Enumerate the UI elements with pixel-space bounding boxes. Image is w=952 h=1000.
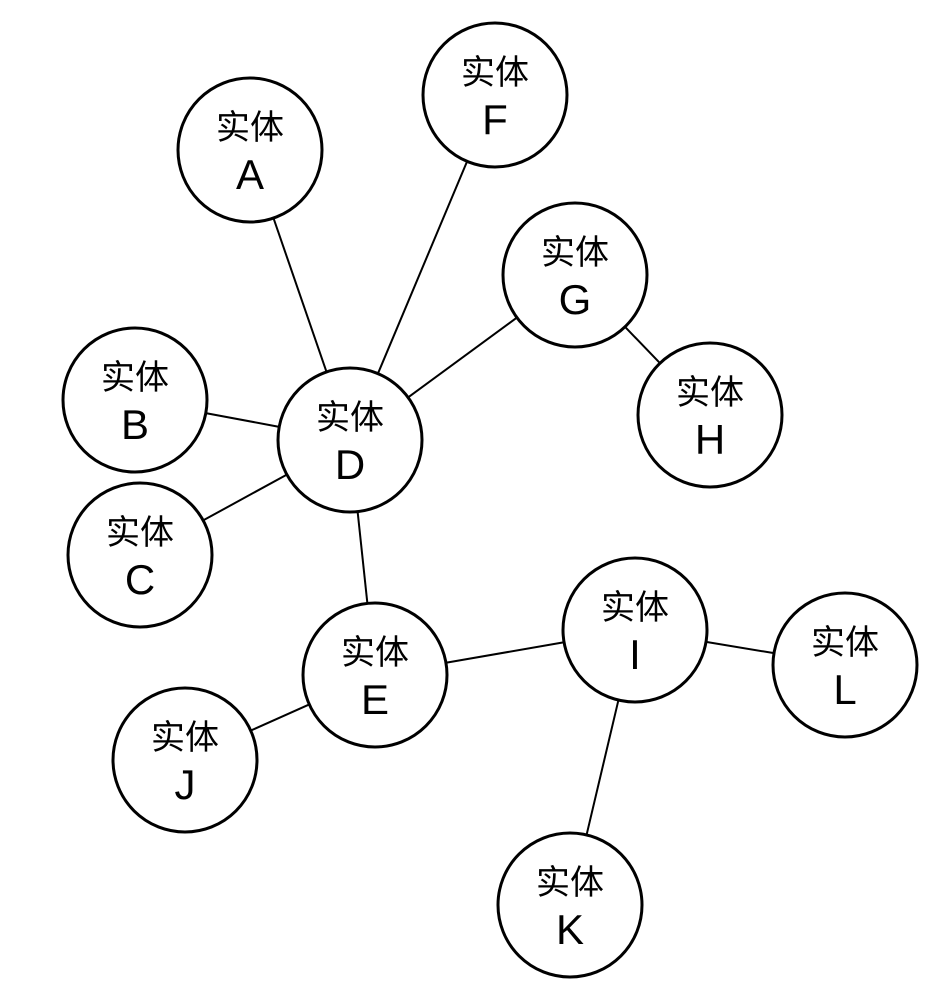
node-G-circle [503,203,647,347]
node-L: 实体 L [773,593,917,737]
node-L-label-prefix: 实体 [811,624,879,662]
node-J-label-letter: J [175,761,196,808]
edge-E-J [251,704,310,730]
node-D-label-prefix: 实体 [316,399,384,437]
nodes-layer: 实体 A 实体 B 实体 C 实体 D 实体 E 实体 F 实体 G 实体 H 实体 I 实体 J 实体 K 实体 L [63,23,917,977]
node-J-circle [113,688,257,832]
node-J-label-prefix: 实体 [151,719,219,757]
node-B-label-letter: B [121,401,149,448]
node-K-label-letter: K [556,906,584,953]
node-E-circle [303,603,447,747]
node-C: 实体 C [68,483,212,627]
edge-G-H [625,327,660,363]
node-F-circle [423,23,567,167]
edge-D-A [273,218,326,372]
node-C-label-prefix: 实体 [106,514,174,552]
node-A-label-prefix: 实体 [216,109,284,147]
node-K-circle [498,833,642,977]
node-G-label-letter: G [559,276,592,323]
node-I-circle [563,558,707,702]
node-K: 实体 K [498,833,642,977]
edge-D-F [378,161,467,373]
node-H-label-letter: H [695,416,725,463]
network-diagram: 实体 A 实体 B 实体 C 实体 D 实体 E 实体 F 实体 G 实体 H 实体 I 实体 J 实体 K 实体 L [0,0,952,1000]
node-A: 实体 A [178,78,322,222]
node-D-label-letter: D [335,441,365,488]
node-A-label-letter: A [236,151,264,198]
node-J: 实体 J [113,688,257,832]
node-G-label-prefix: 实体 [541,234,609,272]
node-I: 实体 I [563,558,707,702]
node-B-label-prefix: 实体 [101,359,169,397]
edge-E-I [446,642,564,662]
node-H: 实体 H [638,343,782,487]
node-F-label-letter: F [482,96,508,143]
node-L-label-letter: L [833,666,856,713]
node-C-circle [68,483,212,627]
edge-D-B [206,413,279,427]
edge-D-C [203,475,287,521]
edge-I-L [706,642,774,653]
node-F: 实体 F [423,23,567,167]
node-G: 实体 G [503,203,647,347]
node-E: 实体 E [303,603,447,747]
node-B-circle [63,328,207,472]
node-L-circle [773,593,917,737]
edge-I-K [587,700,619,835]
node-K-label-prefix: 实体 [536,864,604,902]
node-I-label-prefix: 实体 [601,589,669,627]
node-H-label-prefix: 实体 [676,374,744,412]
node-H-circle [638,343,782,487]
node-I-label-letter: I [629,631,641,678]
node-A-circle [178,78,322,222]
node-F-label-prefix: 实体 [461,54,529,92]
edge-D-G [408,318,517,398]
edges-layer [203,161,774,835]
node-D-circle [278,368,422,512]
node-B: 实体 B [63,328,207,472]
node-D: 实体 D [278,368,422,512]
node-E-label-prefix: 实体 [341,634,409,672]
node-E-label-letter: E [361,676,389,723]
node-C-label-letter: C [125,556,155,603]
edge-D-E [358,512,368,604]
